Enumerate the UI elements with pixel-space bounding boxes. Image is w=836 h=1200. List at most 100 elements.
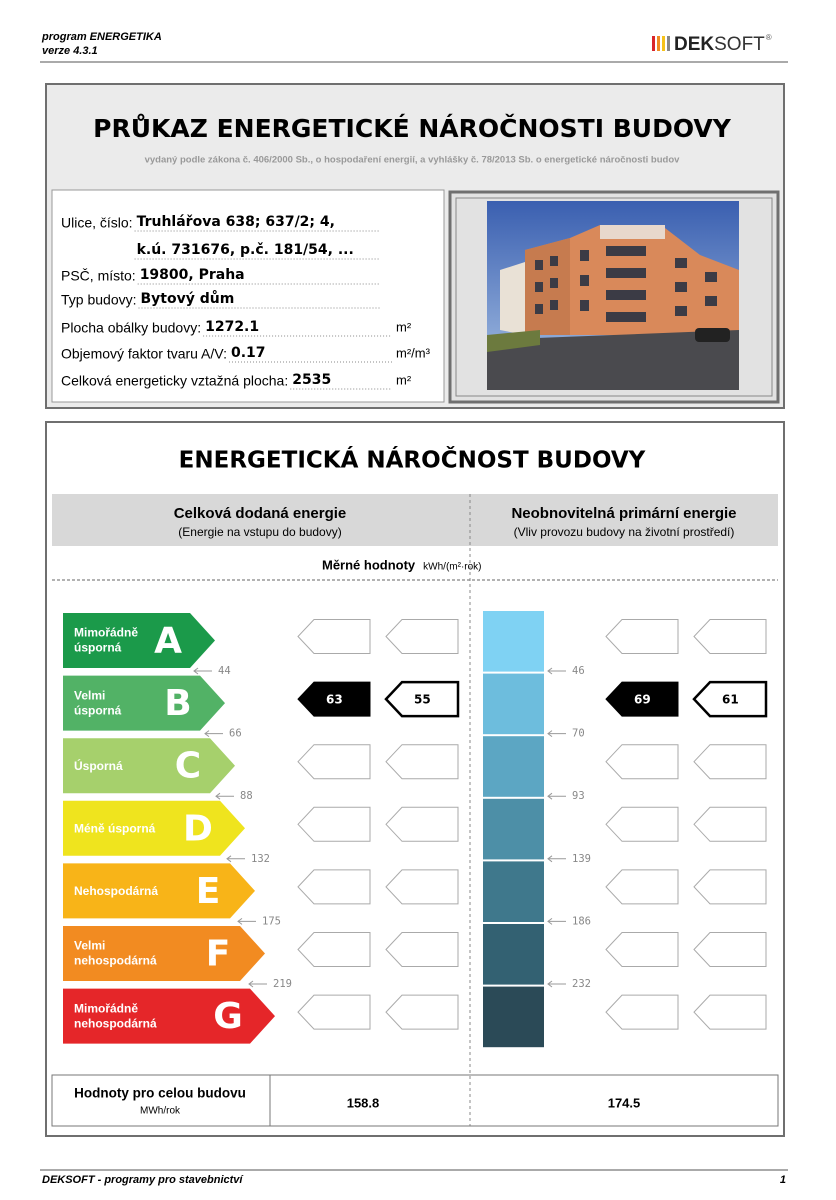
field-unit: m²/m³: [396, 345, 431, 360]
threshold-arrowhead: [547, 918, 553, 925]
threshold-arrowhead: [547, 980, 553, 988]
class-label: Velmi: [74, 688, 105, 702]
empty-arrow: [297, 744, 371, 780]
column-subtitle: (Energie na vstupu do budovy): [178, 525, 341, 539]
energy-title: ENERGETICKÁ NÁROČNOST BUDOVY: [179, 446, 646, 474]
field-value: 0.17: [231, 345, 266, 361]
field-value: Truhlářova 638; 637/2; 4,: [137, 214, 335, 230]
threshold-arrowhead: [237, 918, 243, 925]
logo-bars: [652, 36, 670, 51]
specific-unit: kWh/(m²·rok): [423, 562, 481, 573]
certificate-subtitle: vydaný podle zákona č. 406/2000 Sb., o h…: [145, 155, 681, 166]
field-label: Plocha obálky budovy:: [61, 320, 201, 336]
threshold-arrowhead: [215, 792, 221, 800]
logo-mark: ®: [766, 33, 772, 42]
column-title: Neobnovitelná primární energie: [511, 505, 736, 522]
rating-value: 55: [414, 693, 431, 707]
primary-bar: [483, 798, 544, 860]
class-arrow: [63, 863, 255, 919]
program-version: verze 4.3.1: [42, 45, 98, 57]
field-label: Ulice, číslo:: [61, 215, 133, 231]
class-label: nehospodárná: [74, 954, 157, 968]
column-title: Celková dodaná energie: [174, 505, 347, 522]
empty-arrow: [693, 744, 767, 780]
empty-arrow: [693, 932, 767, 967]
class-letter: E: [196, 871, 221, 912]
class-letter: F: [206, 934, 231, 975]
empty-arrow: [385, 932, 459, 967]
empty-arrow: [605, 619, 679, 654]
class-label: Mimořádně: [74, 626, 138, 640]
class-arrow: [63, 675, 225, 731]
threshold-value: 186: [572, 915, 591, 927]
threshold-value: 219: [273, 978, 292, 990]
threshold-value: 70: [572, 728, 585, 740]
empty-arrow: [605, 806, 679, 842]
field-value: k.ú. 731676, p.č. 181/54, ...: [137, 242, 354, 258]
rating-arrow: [692, 680, 768, 718]
class-label: Méně úsporná: [74, 821, 156, 835]
threshold-arrowhead: [547, 667, 553, 675]
primary-bar: [483, 673, 544, 735]
empty-arrow: [693, 619, 767, 654]
threshold-value: 139: [572, 853, 591, 865]
class-label: Úsporná: [74, 758, 123, 773]
field-label: Objemový faktor tvaru A/V:: [61, 346, 227, 362]
empty-arrow: [297, 932, 371, 967]
threshold-arrowhead: [547, 792, 553, 800]
class-letter: A: [154, 621, 182, 662]
empty-arrow: [297, 994, 371, 1030]
threshold-arrowhead: [547, 855, 553, 863]
class-label: úsporná: [74, 641, 122, 655]
primary-bar: [483, 861, 544, 922]
empty-arrow: [605, 869, 679, 905]
class-label: Velmi: [74, 939, 105, 953]
class-letter: C: [175, 746, 201, 787]
field-label: Typ budovy:: [61, 292, 137, 308]
class-arrow: [63, 988, 275, 1044]
empty-arrow: [297, 869, 371, 905]
primary-bar: [483, 611, 544, 672]
field-label: Celková energeticky vztažná plocha:: [61, 373, 288, 389]
empty-arrow: [693, 869, 767, 905]
column-total: 158.8: [347, 1095, 380, 1110]
rating-value: 69: [634, 693, 651, 707]
program-name: program ENERGETIKA: [41, 31, 162, 43]
primary-bar: [483, 986, 544, 1048]
empty-arrow: [297, 806, 371, 842]
class-letter: B: [164, 683, 191, 724]
threshold-value: 44: [218, 665, 231, 677]
class-arrow: [63, 738, 235, 794]
threshold-value: 88: [240, 790, 253, 802]
specific-label: Měrné hodnoty: [322, 557, 416, 572]
class-arrow: [63, 613, 215, 668]
rating-arrow: [297, 681, 371, 717]
logo-light: SOFT: [714, 34, 765, 55]
field-value: 1272.1: [205, 319, 259, 335]
rating-value: 61: [722, 693, 739, 707]
photo-frame-inner: [455, 197, 773, 397]
empty-arrow: [605, 994, 679, 1030]
field-value: 19800, Praha: [140, 267, 245, 283]
empty-arrow: [385, 869, 459, 905]
rating-arrow: [384, 680, 460, 718]
totals-unit: MWh/rok: [140, 1106, 181, 1117]
threshold-value: 175: [262, 915, 281, 927]
building-photo: [487, 201, 739, 390]
class-label: Mimořádně: [74, 1001, 138, 1015]
class-letter: D: [183, 808, 213, 849]
info-panel: [51, 189, 445, 403]
column-total: 174.5: [608, 1095, 641, 1110]
threshold-arrowhead: [226, 855, 232, 863]
class-arrow: [63, 926, 265, 981]
class-letter: G: [213, 996, 243, 1037]
empty-arrow: [385, 806, 459, 842]
columns-header: [52, 494, 778, 546]
threshold-value: 232: [572, 978, 591, 990]
primary-bar: [483, 736, 544, 797]
footer-text: DEKSOFT - programy pro stavebnictví: [42, 1174, 244, 1186]
class-label: úsporná: [74, 703, 122, 717]
field-value: Bytový dům: [141, 290, 235, 307]
field-unit: m²: [396, 372, 412, 387]
